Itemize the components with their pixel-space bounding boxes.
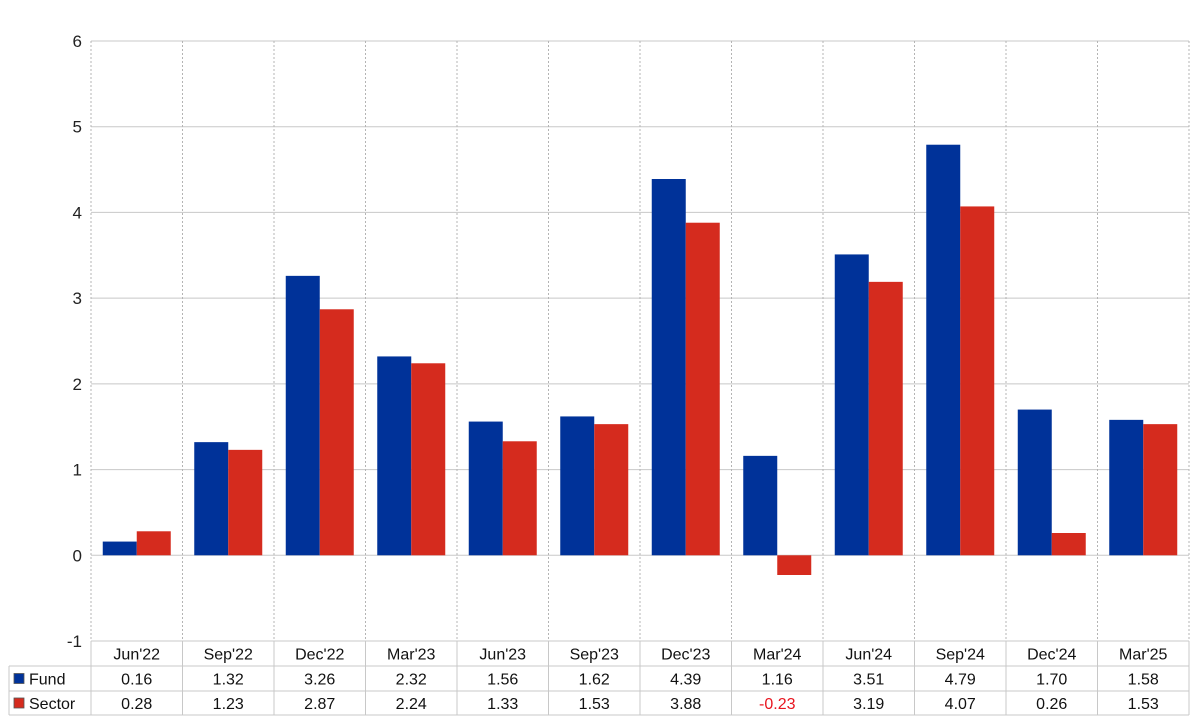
y-tick-label: 6 [73,32,82,51]
bar-sector [777,555,812,575]
data-label-sector: 1.33 [487,696,518,713]
data-label-fund: 2.32 [396,672,427,689]
bar-fund [743,455,778,556]
y-tick-label: 1 [73,461,82,480]
bar-sector [319,309,354,556]
y-axis: -1 0 1 2 3 4 5 6 [67,32,82,651]
bar-sector [594,424,629,556]
data-label-fund: 1.62 [579,672,610,689]
x-tick-label: Jun'24 [845,647,892,664]
y-tick-label: 3 [73,289,82,308]
data-label-fund: 1.70 [1036,672,1067,689]
bar-fund [1017,409,1052,556]
bar-fund [194,442,229,556]
x-tick-label: Sep'22 [204,647,253,664]
data-table: Jun'22 Sep'22 Dec'22 Mar'23 Jun'23 Sep'23 Dec'… [8,641,1190,716]
data-label-sector: 3.19 [853,696,884,713]
legend-swatch-sector [13,697,25,709]
bar-fund [834,254,869,556]
x-tick-label: Jun'22 [113,647,160,664]
data-label-fund: 3.51 [853,672,884,689]
data-label-sector: 0.26 [1036,696,1067,713]
data-label-fund: 4.79 [945,672,976,689]
y-tick-label: 4 [73,203,82,222]
x-tick-label: Mar'23 [387,647,436,664]
data-label-fund: 1.58 [1128,672,1159,689]
data-label-sector: 1.53 [1128,696,1159,713]
data-label-fund: 1.32 [213,672,244,689]
x-tick-label: Mar'24 [753,647,802,664]
y-tick-label: 0 [73,546,82,565]
bar-fund [102,541,137,556]
bar-fund [651,179,686,556]
data-label-sector: 0.28 [121,696,152,713]
bar-sector [502,441,537,556]
y-tick-label: 2 [73,375,82,394]
data-label-fund: 0.16 [121,672,152,689]
bar-sector [960,206,995,556]
data-label-fund: 4.39 [670,672,701,689]
data-label-sector: 1.53 [579,696,610,713]
x-tick-label: Dec'22 [295,647,344,664]
y-tick-label: 5 [73,118,82,137]
data-label-sector: -0.23 [759,696,796,713]
bar-sector [1051,533,1086,556]
x-tick-label: Mar'25 [1119,647,1168,664]
bar-sector [411,363,446,556]
bar-sector [1143,424,1178,556]
bar-fund [926,144,961,556]
x-tick-label: Sep'24 [936,647,985,664]
bar-fund [377,356,412,556]
bar-sector [685,222,720,556]
x-tick-label: Jun'23 [479,647,526,664]
bar-sector [868,281,903,556]
bar-fund [560,416,595,556]
legend-swatch-fund [13,673,25,684]
grid [90,40,1190,642]
data-label-fund: 1.16 [762,672,793,689]
bars [102,144,1178,575]
data-label-fund: 1.56 [487,672,518,689]
x-tick-label: Dec'24 [1027,647,1076,664]
data-label-sector: 3.88 [670,696,701,713]
x-tick-label: Sep'23 [570,647,619,664]
bar-sector [228,449,263,556]
legend-label-fund: Fund [29,672,65,689]
data-label-sector: 4.07 [945,696,976,713]
y-tick-label: -1 [67,632,82,651]
bar-sector [136,531,171,556]
legend-label-sector: Sector [29,696,76,713]
bar-fund [1109,419,1144,556]
bar-fund [285,275,320,556]
x-tick-label: Dec'23 [661,647,710,664]
data-label-sector: 2.24 [396,696,427,713]
data-label-fund: 3.26 [304,672,335,689]
data-label-sector: 1.23 [213,696,244,713]
data-label-sector: 2.87 [304,696,335,713]
bar-fund [468,421,503,556]
